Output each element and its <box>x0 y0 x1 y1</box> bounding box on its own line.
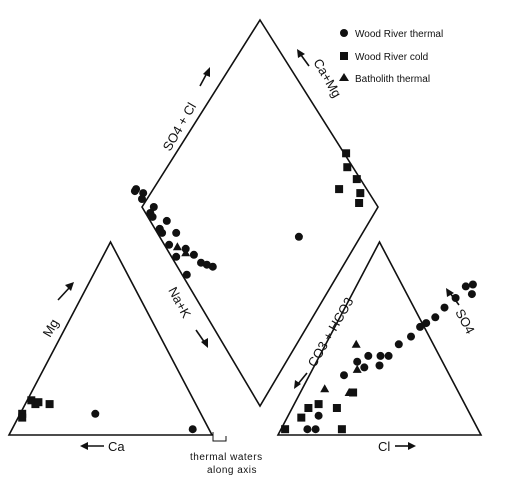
label-mg: Mg <box>40 316 62 339</box>
arrow-so4-cl <box>199 67 210 87</box>
anion-point-wood-river-thermal <box>440 303 449 312</box>
anion-point-wood-river-thermal <box>451 294 460 302</box>
anion-point-wood-river-thermal <box>461 282 470 291</box>
diamond-point-wood-river-thermal <box>130 187 139 196</box>
anion-point-wood-river-cold <box>332 404 341 412</box>
diamond-point-wood-river-thermal <box>182 270 191 279</box>
anion-point-wood-river-thermal <box>431 313 440 322</box>
diamond-point-batholith-thermal <box>181 248 191 257</box>
label-na-k: Na+K <box>165 284 194 320</box>
anion-point-batholith-thermal <box>344 388 354 396</box>
anion-point-wood-river-thermal <box>353 357 362 366</box>
diamond-point-wood-river-thermal <box>162 216 171 225</box>
anion-point-wood-river-cold <box>314 400 323 409</box>
anion-point-wood-river-cold <box>281 425 290 434</box>
diamond-point-wood-river-cold <box>355 199 364 207</box>
label-ca-mg: Ca+Mg <box>310 56 344 100</box>
anion-point-batholith-thermal <box>320 384 330 393</box>
anion-point-wood-river-thermal <box>416 322 425 331</box>
diamond-point-wood-river-cold <box>335 185 344 194</box>
cation-point-wood-river-thermal <box>188 425 197 434</box>
diamond-point-wood-river-thermal <box>138 195 146 203</box>
anion-point-wood-river-thermal <box>422 319 431 328</box>
anion-point-wood-river-thermal <box>360 363 369 372</box>
legend-label-cold: Wood River cold <box>355 52 428 63</box>
anion-point-wood-river-cold <box>304 404 313 412</box>
diamond-point-wood-river-cold <box>342 149 351 158</box>
annotation-line-1: thermal waters <box>190 452 263 463</box>
diamond-point-wood-river-thermal <box>155 224 164 233</box>
diamond-point-wood-river-cold <box>343 163 352 172</box>
legend: Wood River thermal Wood River cold Batho… <box>339 29 443 85</box>
anion-point-wood-river-thermal <box>384 351 393 360</box>
diamond-point-wood-river-thermal <box>148 212 157 221</box>
diamond-point-wood-river-thermal <box>165 240 174 249</box>
anion-point-wood-river-thermal <box>364 351 373 360</box>
arrow-ca <box>80 442 104 450</box>
diamond-point-wood-river-thermal <box>294 232 303 241</box>
anion-point-wood-river-thermal <box>311 425 320 434</box>
anion-point-wood-river-thermal <box>314 411 323 420</box>
anion-point-wood-river-thermal <box>375 361 384 370</box>
cation-point-wood-river-cold <box>45 400 54 409</box>
anion-point-wood-river-thermal <box>394 340 403 349</box>
anion-point-wood-river-thermal <box>467 290 476 299</box>
anion-point-wood-river-thermal <box>468 280 477 289</box>
anion-point-wood-river-cold <box>349 388 358 397</box>
anion-triangle <box>276 240 483 436</box>
arrow-cl <box>395 442 416 450</box>
legend-marker-cold <box>340 52 348 60</box>
data-points <box>18 149 477 434</box>
diamond-point-wood-river-thermal <box>172 252 181 261</box>
diamond-point-batholith-thermal <box>172 242 182 251</box>
cation-point-wood-river-cold <box>34 398 43 407</box>
cation-point-wood-river-cold <box>18 413 27 422</box>
legend-label-thermal: Wood River thermal <box>355 29 443 40</box>
diamond-point-wood-river-thermal <box>202 260 211 269</box>
anion-point-wood-river-cold <box>337 425 346 434</box>
label-co3-hco3: CO3 + HCO3 <box>305 295 357 370</box>
diamond <box>141 18 379 408</box>
legend-label-batholith: Batholith thermal <box>355 74 430 85</box>
arrow-co3-hco3 <box>294 372 308 389</box>
label-ca: Ca <box>108 439 125 454</box>
arrow-na-k <box>195 329 208 348</box>
anion-point-wood-river-cold <box>297 413 306 422</box>
label-so4: SO4 <box>452 306 477 336</box>
anion-point-batholith-thermal <box>352 364 362 373</box>
cation-triangle <box>7 240 214 436</box>
anion-point-wood-river-thermal <box>340 371 348 380</box>
legend-marker-batholith <box>339 73 349 81</box>
diamond-point-wood-river-thermal <box>189 250 198 259</box>
anion-point-wood-river-thermal <box>407 332 415 341</box>
legend-marker-thermal <box>340 29 348 37</box>
annotation-line-2: along axis <box>207 465 257 476</box>
annotation-bracket <box>212 432 227 442</box>
diamond-point-wood-river-cold <box>352 175 361 184</box>
anion-point-batholith-thermal <box>351 339 361 348</box>
anion-point-wood-river-thermal <box>303 425 312 434</box>
diamond-point-wood-river-cold <box>356 189 365 198</box>
cation-point-wood-river-cold <box>27 396 36 405</box>
arrow-ca-mg <box>297 49 310 67</box>
diamond-point-wood-river-thermal <box>172 228 181 237</box>
cation-point-wood-river-thermal <box>91 409 100 418</box>
anion-point-wood-river-thermal <box>376 351 385 360</box>
label-cl: Cl <box>378 439 390 454</box>
diamond-point-wood-river-thermal <box>149 203 158 211</box>
arrow-mg <box>57 282 74 301</box>
